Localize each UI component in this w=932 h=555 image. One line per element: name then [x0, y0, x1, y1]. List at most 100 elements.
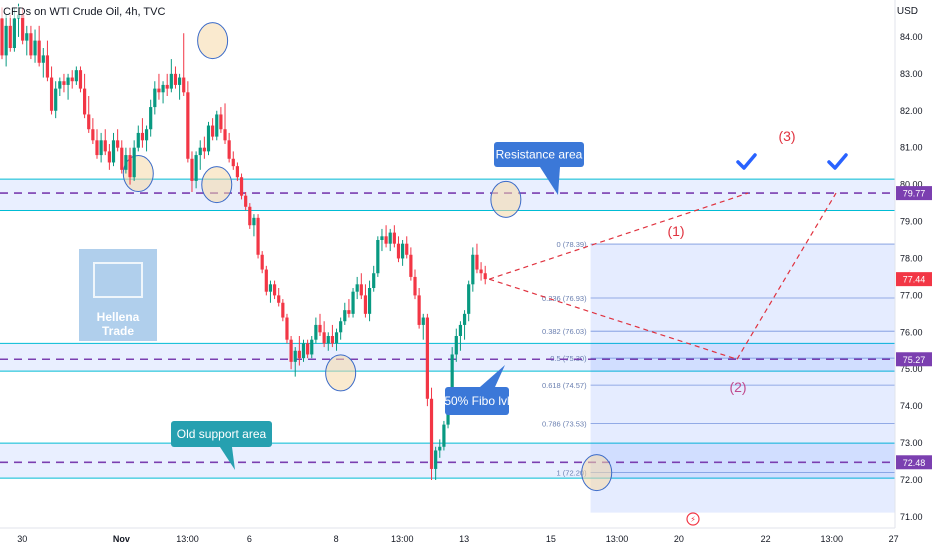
candle-body [124, 155, 128, 170]
candle-body [169, 73, 173, 89]
projection-path-up [489, 192, 749, 280]
candle-body [144, 129, 149, 141]
callout-fibo-label: 50% Fibo lvl [444, 394, 509, 408]
price-badge-label: 72.48 [903, 458, 926, 468]
wave-label-1: (1) [667, 223, 684, 239]
price-tick: 71.00 [900, 512, 923, 522]
candle-body [330, 336, 334, 344]
candle-body [95, 140, 99, 156]
candle-body [351, 291, 355, 314]
candle-body [289, 339, 293, 362]
candle-body [37, 40, 41, 63]
symbol-header: CFDs on WTI Crude Oil, 4h, TVC [0, 6, 169, 18]
candle-body [74, 70, 78, 82]
time-tick: 27 [889, 534, 899, 544]
candle-body [244, 195, 248, 207]
highlight-circle [201, 166, 233, 204]
candle-body [194, 155, 198, 181]
candle-body [434, 450, 438, 469]
candle-body [235, 166, 240, 178]
price-tick: 76.00 [900, 327, 923, 337]
candle-body [120, 147, 124, 170]
candle-body [12, 18, 16, 48]
candle-body [99, 140, 103, 156]
candle-body [87, 114, 91, 130]
time-tick: 13:00 [176, 534, 199, 544]
candle-body [260, 254, 264, 270]
highlight-circle [325, 354, 357, 392]
callout-resistance-pointer [540, 167, 560, 195]
candle-body [190, 158, 194, 181]
logo-box [79, 249, 157, 341]
callout-old-support-label: Old support area [177, 427, 267, 441]
price-tick: 73.00 [900, 438, 923, 448]
price-tick: 81.00 [900, 143, 923, 153]
price-tick: 82.00 [900, 106, 923, 116]
candle-body [215, 114, 219, 137]
candle-body [41, 55, 45, 63]
time-tick: 8 [334, 534, 339, 544]
candle-body [8, 25, 12, 48]
candle-body [4, 25, 8, 56]
time-tick: 30 [17, 534, 27, 544]
candle-body [462, 313, 467, 325]
candle-body [310, 339, 314, 355]
candle-body [91, 129, 95, 141]
candle-body [277, 295, 281, 303]
candle-body [231, 158, 235, 167]
candle-body [417, 295, 421, 325]
candle-body [467, 284, 471, 314]
candle-body [396, 243, 401, 259]
candle-body [153, 88, 157, 108]
callout-old-support-box [171, 421, 272, 447]
candle-body [297, 350, 301, 359]
fib-label-1: 1 (72.20) [557, 469, 588, 478]
candle-body [211, 125, 215, 137]
candle-body [421, 317, 425, 325]
candle-body [458, 324, 463, 336]
candle-body [103, 140, 107, 152]
candle-body [372, 273, 376, 288]
currency-label: USD [896, 6, 918, 17]
price-tick: 78.00 [900, 253, 923, 263]
candle-body [29, 33, 33, 56]
candle-body [409, 254, 413, 277]
candle-body [306, 343, 310, 355]
price-badge [896, 272, 932, 287]
candle-body [62, 81, 66, 85]
zone-fifty [0, 343, 895, 372]
candle-body [475, 254, 479, 270]
logo-monitor-icon [93, 262, 143, 298]
price-badge [896, 186, 932, 201]
time-tick: 22 [761, 534, 771, 544]
highlight-circle [197, 22, 229, 60]
price-tick: 83.00 [900, 69, 923, 79]
candle-body [252, 217, 256, 226]
event-lightning-icon [686, 512, 700, 526]
candle-body [314, 324, 318, 340]
candle-body [21, 14, 25, 41]
candle-body [318, 324, 322, 333]
candle-body [248, 206, 252, 226]
candle-body [107, 151, 111, 163]
candle-body [339, 321, 343, 333]
callout-old-support-pointer [220, 447, 235, 470]
candle-body [401, 243, 405, 259]
price-badge [896, 455, 932, 470]
candle-body [78, 70, 83, 89]
candle-body [219, 114, 223, 130]
candle-body [140, 132, 145, 141]
callout-fibo: 50% Fibo lvl [444, 365, 510, 415]
time-tick: 6 [247, 534, 252, 544]
candle-body [355, 284, 359, 292]
price-tick: 74.00 [900, 401, 923, 411]
price-tick: 79.00 [900, 217, 923, 227]
candle-body [347, 310, 351, 314]
candle-body [334, 332, 339, 344]
callout-resistance: Resistance area [494, 142, 584, 195]
wave-label-3: (3) [778, 128, 795, 144]
candle-body [45, 55, 50, 78]
candle-body [429, 398, 434, 469]
candle-body [206, 125, 211, 152]
